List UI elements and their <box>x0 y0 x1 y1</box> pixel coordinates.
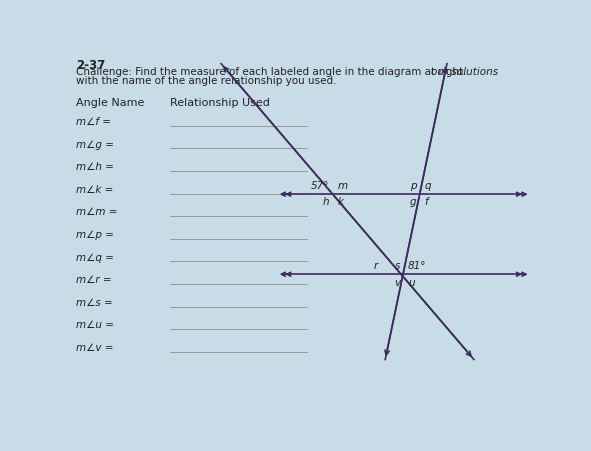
Text: m∠r =: m∠r = <box>76 275 112 285</box>
Text: 57°: 57° <box>311 181 330 191</box>
Text: m∠m =: m∠m = <box>76 207 118 217</box>
Text: m∠h =: m∠h = <box>76 162 114 172</box>
Text: 81°: 81° <box>408 261 427 271</box>
Text: our solutions: our solutions <box>431 67 498 77</box>
Text: p: p <box>410 181 417 191</box>
Text: v: v <box>394 277 400 287</box>
Text: Relationship Used: Relationship Used <box>170 97 270 107</box>
Text: with the name of the angle relationship you used.: with the name of the angle relationship … <box>76 76 337 86</box>
Text: h: h <box>323 197 330 207</box>
Text: m∠g =: m∠g = <box>76 139 114 149</box>
Text: m∠k =: m∠k = <box>76 184 113 194</box>
Text: m∠q =: m∠q = <box>76 252 114 262</box>
Text: m: m <box>337 181 348 191</box>
Text: k: k <box>337 197 344 207</box>
Text: m∠v =: m∠v = <box>76 342 113 352</box>
Text: g: g <box>410 197 417 207</box>
Text: m∠p =: m∠p = <box>76 230 114 239</box>
Text: r: r <box>374 261 378 271</box>
Text: m∠u =: m∠u = <box>76 320 114 330</box>
Text: Challenge: Find the measure of each labeled angle in the diagram at right.: Challenge: Find the measure of each labe… <box>76 67 467 77</box>
Text: 2-37: 2-37 <box>76 60 105 72</box>
Text: s: s <box>395 261 400 271</box>
Text: m∠f =: m∠f = <box>76 117 111 127</box>
Text: f: f <box>425 197 428 207</box>
Text: Angle Name: Angle Name <box>76 97 145 107</box>
Text: m∠s =: m∠s = <box>76 297 113 307</box>
Text: q: q <box>425 181 431 191</box>
Text: u: u <box>408 277 415 287</box>
